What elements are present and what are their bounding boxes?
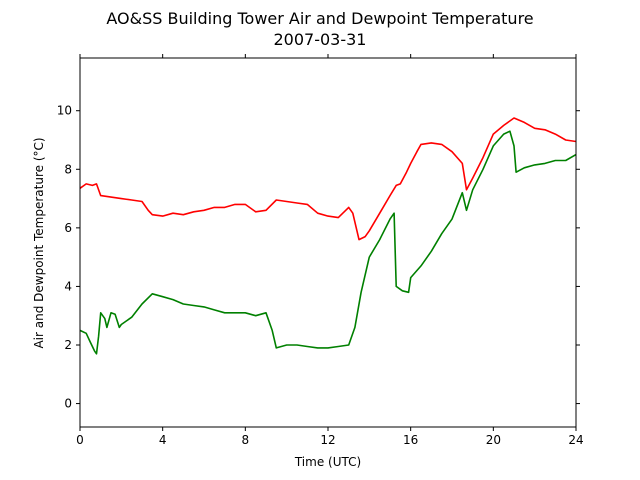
y-tick-label: 6	[64, 221, 72, 235]
x-axis-label: Time (UTC)	[294, 455, 361, 469]
y-axis-label: Air and Dewpoint Temperature (°C)	[32, 137, 46, 348]
x-tick-label: 4	[159, 433, 167, 447]
plot-area	[79, 117, 577, 355]
chart-subtitle: 2007-03-31	[274, 30, 367, 49]
chart-title: AO&SS Building Tower Air and Dewpoint Te…	[106, 9, 533, 28]
y-tick-label: 0	[64, 397, 72, 411]
y-tick-label: 8	[64, 162, 72, 176]
x-tick-label: 24	[568, 433, 583, 447]
x-tick-label: 16	[403, 433, 418, 447]
x-tick-label: 12	[320, 433, 335, 447]
y-tick-label: 10	[57, 104, 72, 118]
plot-frame	[79, 57, 577, 428]
x-tick-label: 0	[76, 433, 84, 447]
y-tick-label: 4	[64, 279, 72, 293]
series-line-1	[79, 130, 577, 355]
series-line-0	[79, 117, 577, 241]
x-tick-label: 8	[242, 433, 250, 447]
x-tick-label: 20	[486, 433, 501, 447]
y-tick-label: 2	[64, 338, 72, 352]
